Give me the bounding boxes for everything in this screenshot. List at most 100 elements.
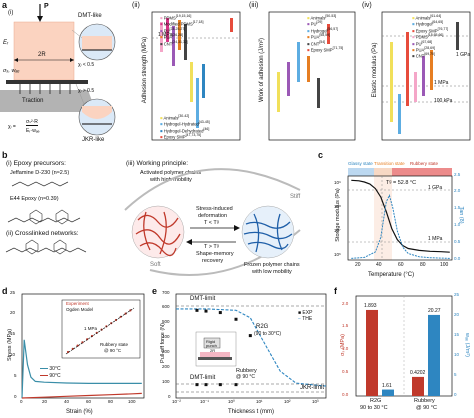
gpa-label: 1 GPa	[428, 185, 443, 191]
data-label: 1.893	[364, 302, 377, 309]
panel-label-a: a	[2, 0, 8, 10]
legend-item: ■ Animals[50-53]	[307, 14, 337, 21]
e44-label: E44 Epoxy (n≈0.39)	[10, 196, 59, 202]
bar-w-rubbery	[428, 314, 440, 396]
x-tick: 10¹	[256, 399, 263, 404]
sub-label-ii: (ii)	[132, 2, 140, 9]
y2-axis-label: Tan (δ)	[458, 206, 464, 224]
transition-state-label: Transition state	[374, 161, 405, 166]
x-tick: 0	[20, 399, 23, 404]
y-axis-label: Storage modulus (Pa)	[335, 188, 341, 242]
x-tick: 40	[376, 262, 382, 268]
experiment-point	[195, 308, 199, 312]
bar-pdms	[160, 22, 163, 52]
bar-hydrogel-hydrated	[196, 78, 199, 128]
sub-label-i: (i)	[8, 10, 14, 16]
y-tick: 10	[10, 352, 16, 357]
legend-item: ■ CNT[54]	[307, 39, 326, 46]
legend: ■ EXP − THE	[298, 310, 312, 322]
inset-legend-ogden: Ogden Model	[66, 307, 94, 312]
legend-item: ■ Animals[30-42]	[160, 114, 190, 121]
bar-cnt	[184, 24, 187, 60]
panel-label-e: e	[152, 286, 158, 296]
working-principle-diagram	[124, 168, 301, 276]
y-tick: 20	[10, 310, 16, 315]
bar-epoxy-smp	[230, 18, 233, 32]
legend: ■ Animals[50-53] ■ PU[29] ■ Hydrogel[56,…	[307, 14, 343, 52]
panel-b: b (i) Epoxy precursors: Jeffamine D-230 …	[0, 150, 318, 280]
deformation-label: deformation	[198, 213, 228, 219]
bar-pu	[422, 56, 425, 96]
panel-a-ii: (ii) Adhesion strength (MPa) 1 MPa ■ PDM…	[130, 2, 245, 145]
adhesion-strength-chart	[151, 11, 241, 141]
experiment-points	[195, 308, 252, 338]
y2-tick: 0.0	[454, 256, 461, 261]
legend-item: ■ PUA[58,59]	[307, 33, 330, 40]
stress-label: Stress-induced	[196, 206, 233, 212]
y-tick: 5	[14, 373, 17, 378]
panel-a: a (i) P Eᵣ σₓ, wₐₑ 2R Traction DMT-like …	[0, 0, 128, 145]
rubbery-point	[204, 383, 208, 387]
bar-animals	[277, 72, 280, 112]
bar-pua	[430, 50, 433, 90]
legend-item: ■ PU[67,68]	[412, 39, 433, 46]
y-tick: 15	[10, 331, 16, 336]
stiff-label: Stiff	[290, 194, 301, 200]
modulus-label: Eᵣ	[3, 40, 9, 46]
rubbery-points	[195, 383, 238, 387]
y-tick: 600	[162, 304, 170, 309]
plot-frame	[151, 11, 241, 141]
plot-frame	[347, 175, 453, 261]
x-tick: 80	[420, 262, 426, 268]
networks-title: (ii) Crosslinked networks:	[6, 230, 79, 237]
panel-c: c Glassy state Transition state Rubbery …	[318, 150, 474, 282]
legend-item: ■ Epoxy SMP[71,75]	[307, 45, 344, 53]
legend-item: ■ Hydrogel[56,57]	[307, 26, 339, 34]
inset-rubbery: Rubbery state	[100, 342, 129, 347]
theory-curve	[176, 308, 327, 387]
r2g-sub-label: (90 to 30°C)	[254, 331, 282, 337]
y2-tick: 2.0	[454, 188, 461, 193]
y-axis-label: Work of adhesion (J/m²)	[259, 38, 265, 102]
y-axis-label: Stress (MPa)	[7, 328, 13, 362]
x-tick: 10⁻²	[172, 399, 181, 404]
frozen-label: Frozen polymer chains	[244, 262, 300, 268]
y2-axis-label: wₐₑ (J/m²)	[464, 333, 470, 357]
y2-tick: 20	[454, 312, 460, 317]
y-tick: 0	[168, 394, 171, 399]
legend: 30°C 90°C	[40, 366, 61, 380]
legend-item: ■ Hydrogel[64,65]	[412, 20, 444, 27]
work-of-adhesion-chart	[268, 11, 356, 141]
legend-item: ■ PUA[26,28]	[160, 33, 183, 40]
rubbery-sub-label: @ 90 °C	[236, 374, 256, 380]
y-tick: 10⁹	[334, 180, 341, 185]
legend-item: ■ PDMS[15,65,66]	[412, 33, 444, 40]
bar-pdms	[414, 72, 417, 102]
category-sub-label: 90 to 30 °C	[360, 405, 388, 411]
annotation-100kpa: 100 kPa	[434, 98, 453, 104]
y-axis-label: Adhesion strength (MPa)	[142, 36, 148, 104]
t-gt-label: T > Tᵍ	[204, 244, 219, 250]
sub-label-iv: (iv)	[362, 2, 372, 9]
t-lt-label: T < Tᵍ	[204, 220, 219, 226]
legend-item: ■ Hydrogel-Hydrated[43-45]	[160, 120, 210, 127]
x-tick: 10⁻¹	[200, 399, 209, 404]
legend-item: ■ PU[23-25,27]	[160, 26, 186, 34]
dmt-bottom-label: DMT-limit	[190, 375, 216, 381]
data-label: 20.27	[428, 307, 441, 314]
legend-bottom: ■ Animals[30-42] ■ Hydrogel-Hydrated[43-…	[160, 114, 210, 140]
glassy-state-label: Glassy state	[348, 161, 373, 166]
network-structure	[5, 247, 87, 253]
plot-frame	[21, 293, 145, 399]
x-tick: 20	[355, 262, 361, 268]
bar-epoxy-smp	[406, 32, 409, 106]
plot-frame	[268, 11, 356, 141]
legend: ■ Animals[61-64] ■ Hydrogel[64,65] ■ Epo…	[412, 14, 448, 59]
mpa-label: 1 MPa	[428, 236, 443, 242]
inset-punch	[195, 331, 237, 367]
rubbery-label: Rubbery	[236, 368, 257, 374]
legend-item: ■ CNT[69,70]	[412, 52, 435, 59]
rubbery-point	[234, 383, 238, 387]
inset-ogden-line	[65, 307, 135, 355]
legend-item: ■ PDMS[19,15,16]	[160, 14, 192, 21]
